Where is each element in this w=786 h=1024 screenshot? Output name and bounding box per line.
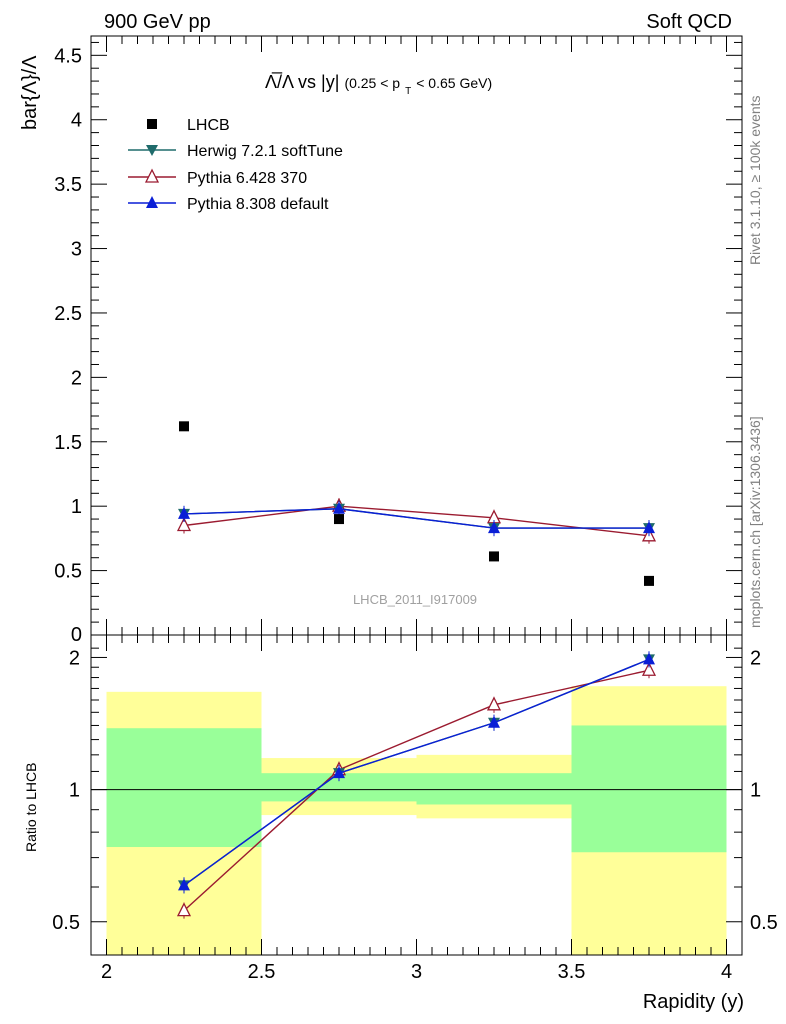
main-point-lhcb-0: [179, 421, 189, 432]
ratio-point-pythia-8-308-default-1: [333, 766, 345, 779]
main-line-pythia-8-308-default: [183, 508, 649, 529]
rivet-label: Rivet 3.1.10, ≥ 100k events: [747, 95, 763, 265]
ratio-uncertainty-bands: [106, 686, 727, 955]
ratio-line-pythia-8-308-default: [183, 658, 650, 886]
main-point-pythia-8-308-default-0: [178, 506, 190, 519]
main-ytick-label: 0.5: [54, 561, 82, 583]
legend: LHCB Herwig 7.2.1 softTune Pythia 6.428 37…: [128, 117, 343, 213]
ratio-point-pythia-8-308-default-2: [488, 715, 500, 728]
header-right: Soft QCD: [646, 11, 732, 33]
ratio-panel-marks: [91, 651, 742, 919]
ratio-band-inner-2: [416, 773, 572, 805]
ratio-ytick-label-left: 0.5: [52, 912, 80, 934]
legend-label-pythia-6-428-370: Pythia 6.428 370: [187, 170, 307, 187]
ratio-band-inner-3: [571, 725, 727, 853]
plot-title: Λ̅/Λ vs |y| (0.25 < p T < 0.65 GeV): [265, 72, 492, 98]
plot-title-cut-sub: T: [405, 86, 411, 97]
legend-marker-pythia-6-428-370: [144, 168, 160, 183]
main-point-pythia-6-428-370-0: [176, 517, 192, 532]
ratio-line-pythia-6-428-370: [183, 669, 650, 912]
legend-label-pythia-8-308-default: Pythia 8.308 default: [187, 196, 329, 213]
x-tick-label: 2.5: [248, 961, 276, 983]
ratio-point-pythia-6-428-370-0: [176, 902, 192, 917]
ratio-ytick-label-left: 1: [69, 780, 80, 802]
main-point-pythia-8-308-default-2: [488, 521, 500, 534]
main-point-pythia-8-308-default-1: [333, 501, 345, 514]
main-point-lhcb-3: [644, 575, 654, 586]
plot-title-cut-open: (0.25 < p: [344, 75, 400, 91]
x-tick-label: 4: [721, 961, 732, 983]
main-y-axis-title: bar{Λ}/Λ: [19, 55, 41, 130]
analysis-watermark: LHCB_2011_I917009: [353, 592, 477, 607]
main-ytick-label: 3.5: [54, 174, 82, 196]
ratio-ytick-label-right: 0.5: [750, 912, 778, 934]
ratio-ytick-label-right: 1: [750, 780, 761, 802]
main-ytick-label: 2: [71, 367, 82, 389]
plot-title-main: Λ̅/Λ vs |y|: [265, 72, 339, 92]
ratio-y-axis-title: Ratio to LHCB: [23, 763, 39, 852]
main-point-pythia-8-308-default-3: [643, 521, 655, 534]
ratio-ytick-label-left: 2: [69, 647, 80, 669]
main-ytick-label: 4.5: [54, 45, 82, 67]
main-ytick-label: 4: [71, 110, 82, 132]
ratio-ytick-label-right: 2: [750, 647, 761, 669]
mcplots-label: mcplots.cern.ch [arXiv:1306.3436]: [747, 416, 763, 628]
main-point-lhcb-2: [489, 551, 499, 562]
plot-title-cut-close: < 0.65 GeV): [416, 75, 492, 91]
ratio-point-pythia-6-428-370-3: [641, 661, 657, 676]
x-tick-label: 3.5: [558, 961, 586, 983]
x-axis-title: Rapidity (y): [643, 991, 744, 1013]
legend-marker-pythia-8-308-default: [146, 196, 158, 208]
ratio-point-pythia-8-308-default-0: [178, 878, 190, 891]
main-ytick-label: 1: [71, 496, 82, 518]
main-ytick-label: 1.5: [54, 432, 82, 454]
main-ytick-label: 2.5: [54, 303, 82, 325]
main-ytick-label-zero: 0: [71, 624, 82, 646]
panel-frames: 0.511.522.533.544.502 2.5 3 3.5 40.5 0.51 12 2: [52, 35, 778, 983]
ratio-point-pythia-6-428-370-2: [486, 696, 502, 711]
main-point-lhcb-1: [334, 514, 344, 525]
main-line-pythia-6-428-370: [183, 505, 650, 537]
legend-label-herwig-7-2-1-softtune: Herwig 7.2.1 softTune: [187, 143, 343, 160]
legend-marker-lhcb: [147, 119, 157, 129]
main-ytick-label: 3: [71, 239, 82, 261]
legend-marker-herwig-7-2-1-softtune: [146, 145, 158, 156]
x-tick-label: 3: [411, 961, 422, 983]
ratio-point-pythia-8-308-default-3: [643, 652, 655, 665]
header-left: 900 GeV pp: [104, 11, 211, 33]
legend-label-lhcb: LHCB: [187, 117, 230, 134]
ratio-band-inner-0: [106, 728, 262, 848]
main-panel-marks: [176, 421, 657, 586]
x-tick-label: 2: [101, 961, 112, 983]
